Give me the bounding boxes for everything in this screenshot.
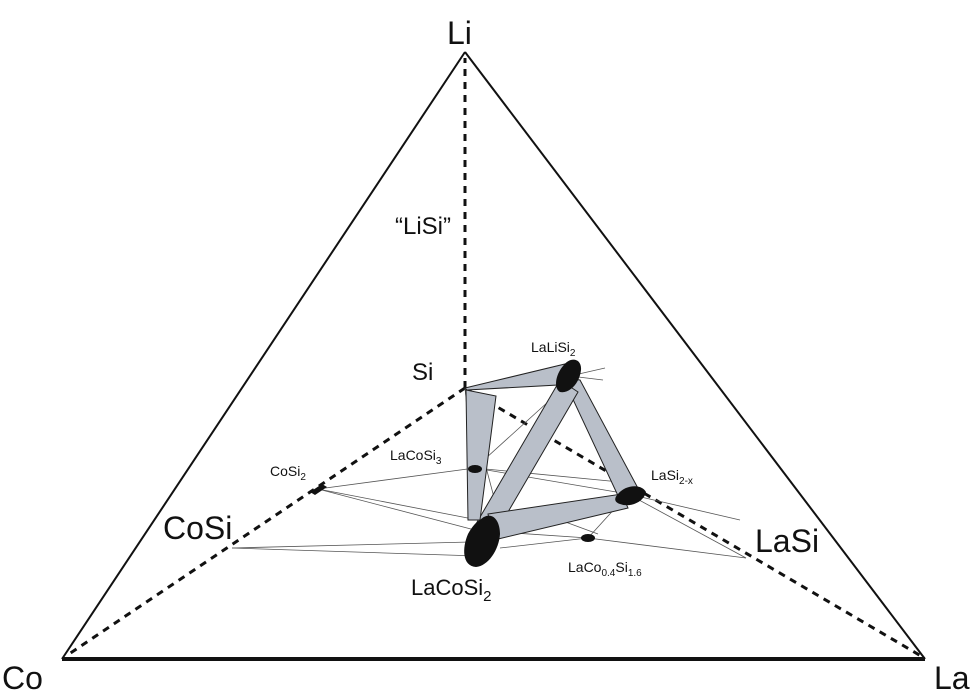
label-lalisi2: LaLiSi2 [531, 339, 576, 359]
label-lasi2x: LaSi2-x [651, 467, 693, 487]
edge-li-co [61, 51, 466, 660]
label-lacosi3: LaCoSi3 [390, 447, 442, 467]
label-lisi: “LiSi” [395, 213, 451, 240]
label-cosi2: CoSi2 [270, 463, 306, 483]
phase-lacosi3 [468, 465, 482, 473]
edge-li-la [464, 51, 926, 660]
label-cosi: CoSi [163, 510, 232, 546]
label-lasi: LaSi [755, 523, 819, 559]
label-co: Co [2, 660, 43, 692]
label-si: Si [412, 359, 433, 386]
phase-lasi2x [615, 486, 646, 506]
phase-laco04si16 [581, 534, 595, 542]
dashed-si-la [464, 386, 922, 658]
label-lacosi2: LaCoSi2 [411, 575, 492, 605]
phase-lalisi2 [556, 359, 582, 393]
label-laco04si16: LaCo0.4Si1.6 [568, 559, 642, 579]
label-la: La [934, 660, 970, 692]
dashed-si-co [65, 386, 466, 658]
label-li: Li [447, 15, 472, 51]
phase-lacosi2 [464, 515, 500, 567]
phase-cosi2 [310, 484, 327, 495]
